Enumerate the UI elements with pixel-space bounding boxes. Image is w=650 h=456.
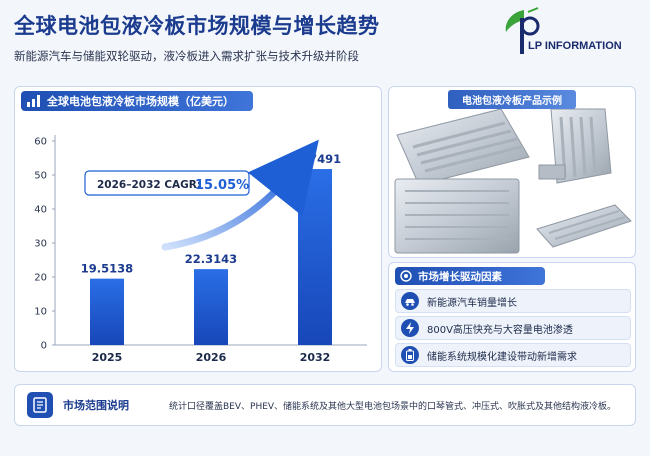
page-title: 全球电池包液冷板市场规模与增长趋势 — [14, 14, 380, 38]
car-icon — [401, 292, 419, 310]
scope-description: 统计口径覆盖BEV、PHEV、储能系统及其他大型电池包场景中的口琴管式、冲压式、… — [169, 401, 617, 412]
chart-panel-header: 全球电池包液冷板市场规模（亿美元） — [21, 91, 253, 111]
market-scope-bar: 市场范围说明 统计口径覆盖BEV、PHEV、储能系统及其他大型电池包场景中的口琴… — [14, 384, 636, 426]
lp-information-logo: LP INFORMATION — [494, 6, 644, 64]
bar-2032 — [298, 169, 332, 345]
product-example-panel: 电池包液冷板产品示例 — [388, 86, 636, 258]
page-subtitle: 新能源汽车与储能双轮驱动，液冷板进入需求扩张与技术升级并阶段 — [14, 49, 359, 63]
driver-item-800v: 800V高压快充与大容量电池渗透 — [395, 316, 631, 340]
y-tick-label: 40 — [34, 205, 47, 216]
y-tick-label: 60 — [34, 137, 47, 148]
bar-value-label: 19.5138 — [81, 262, 133, 276]
scope-title: 市场范围说明 — [63, 399, 129, 412]
driver-label: 800V高压快充与大容量电池渗透 — [427, 324, 573, 336]
bar-2025 — [90, 278, 124, 345]
market-size-chart-panel: 全球电池包液冷板市场规模（亿美元） 0 10 20 30 40 50 60 19.5138 2… — [14, 86, 382, 372]
product-panel-title: 电池包液冷板产品示例 — [448, 90, 576, 109]
y-tick-label: 0 — [41, 341, 47, 352]
cagr-label: 2026–2032 CAGR: — [97, 179, 201, 191]
cagr-value: 15.05% — [195, 178, 249, 193]
y-tick-label: 30 — [34, 239, 47, 250]
battery-icon — [401, 346, 419, 364]
x-tick-label: 2032 — [300, 351, 331, 364]
cold-plate-image-4 — [536, 204, 632, 248]
lightning-icon — [401, 319, 419, 337]
page-header: 全球电池包液冷板市场规模与增长趋势 新能源汽车与储能双轮驱动，液冷板进入需求扩张… — [14, 10, 474, 64]
drivers-panel-header: 市场增长驱动因素 — [395, 267, 545, 285]
driver-item-ev-sales: 新能源汽车销量增长 — [395, 289, 631, 313]
growth-drivers-panel: 市场增长驱动因素 新能源汽车销量增长 800V高压快充与大容量电池渗透 储能系统… — [388, 262, 636, 372]
y-tick-label: 20 — [34, 273, 47, 284]
growth-trend-arrow — [161, 139, 319, 251]
logo-text: LP INFORMATION — [528, 40, 622, 52]
bar-2026 — [194, 269, 228, 345]
cold-plate-product-images — [394, 108, 632, 254]
drivers-panel-title: 市场增长驱动因素 — [418, 270, 502, 283]
bar-chart-icon — [27, 95, 40, 107]
chart-panel-title: 全球电池包液冷板市场规模（亿美元） — [47, 95, 234, 108]
cold-plate-image-1 — [396, 108, 530, 186]
driver-item-energy-storage: 储能系统规模化建设带动新增需求 — [395, 343, 631, 367]
cold-plate-image-2 — [538, 108, 612, 184]
x-tick-label: 2025 — [92, 351, 123, 364]
driver-label: 新能源汽车销量增长 — [427, 297, 517, 309]
x-tick-label: 2026 — [196, 351, 227, 364]
cold-plate-image-3 — [394, 178, 520, 254]
logo-mark-icon — [505, 7, 540, 54]
bar-value-label: 22.3143 — [185, 252, 237, 266]
driver-label: 储能系统规模化建设带动新增需求 — [427, 351, 577, 363]
y-tick-label: 50 — [34, 171, 47, 182]
y-tick-label: 10 — [34, 307, 47, 318]
cagr-annotation: 2026–2032 CAGR: 15.05% — [84, 170, 250, 196]
document-icon — [27, 392, 53, 418]
target-icon — [400, 270, 412, 282]
